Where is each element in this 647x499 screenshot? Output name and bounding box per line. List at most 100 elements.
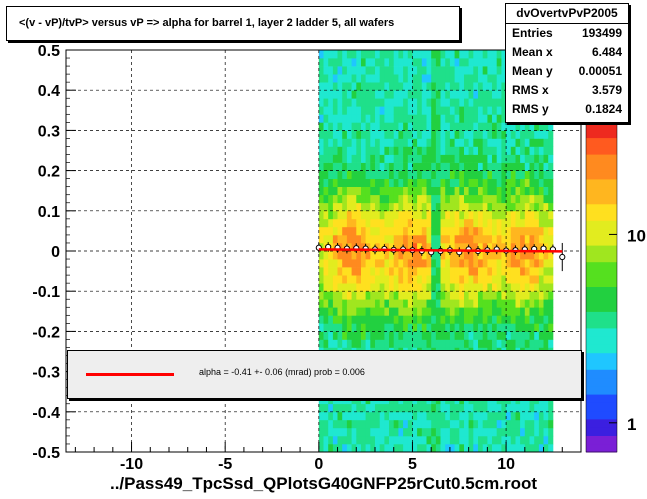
heatmap-cell xyxy=(346,50,352,59)
heatmap-cell xyxy=(403,323,409,332)
heatmap-cell xyxy=(417,74,423,83)
heatmap-cell xyxy=(459,186,465,196)
heatmap-cell xyxy=(365,82,371,91)
heatmap-cell xyxy=(393,234,399,244)
heatmap-cell xyxy=(365,114,371,123)
heatmap-cell xyxy=(356,178,362,187)
heatmap-cell xyxy=(375,130,381,139)
heatmap-cell xyxy=(468,90,474,99)
heatmap-cell xyxy=(524,234,530,244)
heatmap-cell xyxy=(473,395,479,405)
heatmap-cell xyxy=(529,122,535,131)
heatmap-cell xyxy=(478,98,484,107)
heatmap-cell xyxy=(501,243,507,252)
heatmap-cell xyxy=(496,307,502,316)
heatmap-cell xyxy=(384,106,390,115)
heatmap-cell xyxy=(501,427,507,437)
heatmap-cell xyxy=(548,307,554,316)
heatmap-cell xyxy=(342,307,348,316)
heatmap-cell xyxy=(384,138,390,147)
colorbar-segment xyxy=(586,443,617,453)
heatmap-cell xyxy=(342,114,348,123)
heatmap-cell xyxy=(342,419,348,429)
heatmap-cell xyxy=(478,66,484,75)
heatmap-cell xyxy=(403,315,409,324)
heatmap-cell xyxy=(393,170,399,179)
heatmap-cell xyxy=(487,323,493,332)
heatmap-cell xyxy=(464,395,470,405)
x-tick-label: -10 xyxy=(120,456,143,473)
heatmap-cell xyxy=(529,275,535,284)
heatmap-cell xyxy=(370,323,376,332)
heatmap-cell xyxy=(464,275,470,284)
heatmap-cell xyxy=(361,130,367,139)
heatmap-cell xyxy=(398,146,404,155)
heatmap-cell xyxy=(431,427,437,437)
heatmap-cell xyxy=(361,122,367,131)
heatmap-cell xyxy=(538,186,544,196)
heatmap-cell xyxy=(337,194,343,204)
heatmap-cell xyxy=(459,323,465,332)
heatmap-cell xyxy=(431,243,437,252)
heatmap-cell xyxy=(389,331,395,340)
heatmap-cell xyxy=(435,339,441,348)
heatmap-cell xyxy=(323,234,329,244)
heatmap-cell xyxy=(426,202,432,212)
heatmap-cell xyxy=(365,66,371,75)
heatmap-cell xyxy=(440,162,446,171)
heatmap-cell xyxy=(496,186,502,196)
colorbar-tick-label: 10 xyxy=(627,226,646,245)
heatmap-cell xyxy=(370,259,376,268)
heatmap-cell xyxy=(361,275,367,284)
heatmap-cell xyxy=(431,82,437,91)
heatmap-cell xyxy=(506,267,512,276)
heatmap-cell xyxy=(478,243,484,252)
heatmap-cell xyxy=(445,243,451,252)
heatmap-cell xyxy=(543,259,549,268)
heatmap-cell xyxy=(375,267,381,276)
heatmap-cell xyxy=(389,267,395,276)
heatmap-cell xyxy=(417,122,423,131)
heatmap-cell xyxy=(496,283,502,292)
heatmap-cell xyxy=(529,234,535,244)
heatmap-cell xyxy=(375,82,381,91)
heatmap-cell xyxy=(332,138,338,147)
heatmap-cell xyxy=(501,259,507,268)
heatmap-cell xyxy=(417,395,423,405)
heatmap-cell xyxy=(384,210,390,220)
heatmap-cell xyxy=(529,210,535,220)
heatmap-cell xyxy=(351,403,357,413)
heatmap-cell xyxy=(361,138,367,147)
heatmap-cell xyxy=(393,403,399,413)
heatmap-cell xyxy=(454,234,460,244)
heatmap-cell xyxy=(318,50,324,59)
heatmap-cell xyxy=(473,58,479,67)
heatmap-cell xyxy=(384,444,390,453)
heatmap-cell xyxy=(548,427,554,437)
heatmap-cell xyxy=(473,178,479,187)
heatmap-cell xyxy=(417,403,423,413)
heatmap-cell xyxy=(482,275,488,284)
heatmap-cell xyxy=(538,331,544,340)
heatmap-cell xyxy=(449,299,455,308)
heatmap-cell xyxy=(389,162,395,171)
heatmap-cell xyxy=(435,251,441,260)
heatmap-cell xyxy=(365,138,371,147)
heatmap-cell xyxy=(464,50,470,59)
heatmap-cell xyxy=(379,226,385,236)
heatmap-cell xyxy=(389,98,395,107)
heatmap-cell xyxy=(468,170,474,179)
y-tick-label: -0.1 xyxy=(32,284,60,301)
heatmap-cell xyxy=(506,130,512,139)
heatmap-cell xyxy=(435,178,441,187)
heatmap-cell xyxy=(459,331,465,340)
heatmap-cell xyxy=(342,154,348,163)
heatmap-cell xyxy=(487,307,493,316)
heatmap-cell xyxy=(449,427,455,437)
heatmap-cell xyxy=(407,331,413,340)
heatmap-cell xyxy=(487,267,493,276)
heatmap-cell xyxy=(407,411,413,421)
heatmap-cell xyxy=(431,122,437,131)
heatmap-cell xyxy=(440,218,446,228)
heatmap-cell xyxy=(346,403,352,413)
